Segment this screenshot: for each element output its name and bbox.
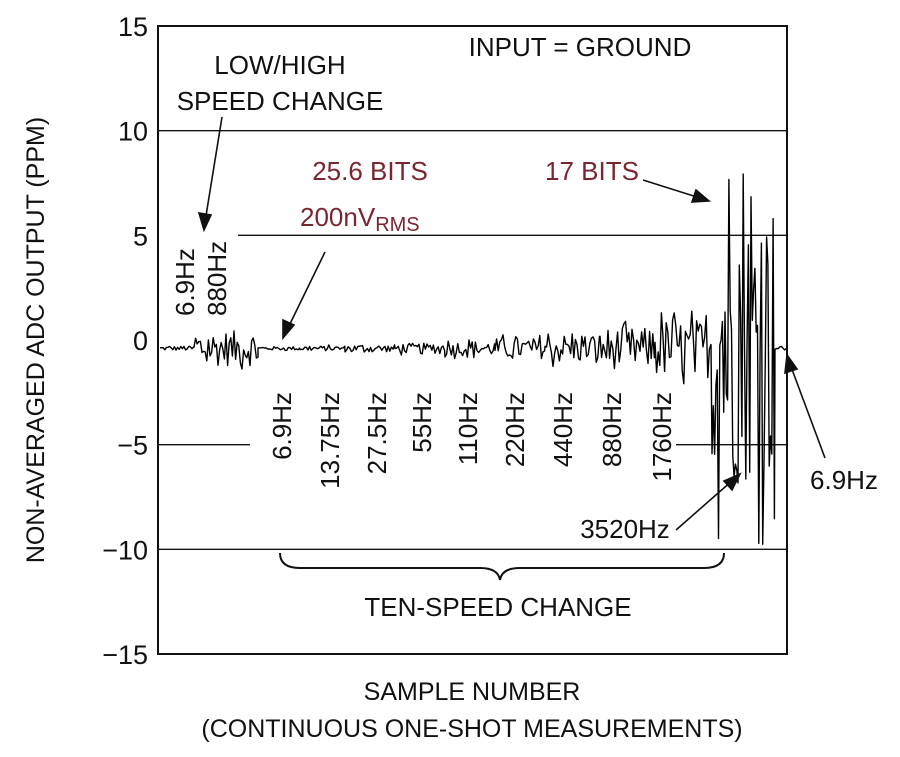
adc-noise-trace [159,173,787,545]
input-ground-annotation: INPUT = GROUND [469,32,692,62]
freq-label-5: 220Hz [500,392,530,467]
y-tick-label: 10 [118,117,148,147]
freq-label-3: 55Hz [407,392,437,453]
label-end-6-9hz: 6.9Hz [810,465,878,495]
x-axis-sublabel: (CONTINUOUS ONE-SHOT MEASUREMENTS) [201,715,742,743]
rotated-880hz-label: 880Hz [202,241,232,316]
y-tick-label: 5 [133,221,148,251]
bits-17-annotation: 17 BITS [545,156,639,186]
arrowhead-200nv [282,318,296,341]
frequency-labels: 6.9Hz 13.75Hz 27.5Hz 55Hz 110Hz 220Hz 440Hz 880… [267,392,677,489]
bits-25-6-annotation: 25.6 BITS [312,156,428,186]
y-axis-label: NON-AVERAGED ADC OUTPUT (PPM) [22,117,50,563]
freq-label-0: 6.9Hz [267,392,297,460]
freq-label-7: 880Hz [597,392,627,467]
arrowhead-end-6-9hz [784,352,799,375]
ten-speed-brace [279,552,725,581]
arrow-low-high [204,116,223,223]
low-high-annotation-line1: LOW/HIGH [214,50,345,80]
y-tick-label: −15 [102,640,148,670]
arrow-3520hz [675,479,734,531]
freq-label-6: 440Hz [548,392,578,467]
y-tick-labels: 15 10 5 0 −5 −10 −15 [102,12,148,670]
y-tick-label: 0 [133,326,148,356]
label-3520hz: 3520Hz [580,514,670,544]
y-tick-label: −10 [102,535,148,565]
y-tick-label: −5 [117,431,148,461]
arrow-end-6-9hz [789,363,826,459]
ten-speed-change-annotation: TEN-SPEED CHANGE [364,592,631,622]
freq-label-4: 110Hz [453,392,483,465]
plot-frame [157,25,788,655]
y-tick-label: 15 [118,12,148,42]
rotated-6-9hz-label: 6.9Hz [170,248,200,316]
arrow-200nv [286,251,326,331]
arrowhead-low-high [197,212,213,233]
x-axis-label: SAMPLE NUMBER [364,678,581,706]
low-high-annotation-line2: SPEED CHANGE [177,86,384,116]
freq-label-1: 13.75Hz [315,392,345,489]
noise-200nv-value: 200nV [300,202,376,232]
arrowhead-17-bits [690,188,712,203]
freq-label-2: 27.5Hz [362,392,392,474]
arrowhead-3520hz [722,472,742,492]
arrow-17-bits [642,179,701,199]
noise-200nv-annotation: 200nVRMS [300,202,420,236]
noise-rms-subscript: RMS [375,214,419,236]
annotation-arrows [197,116,826,531]
freq-label-8: 1760Hz [647,392,677,482]
